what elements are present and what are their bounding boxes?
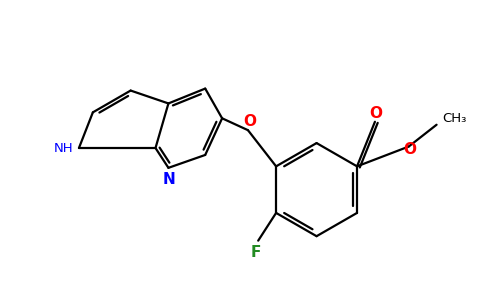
Text: O: O	[369, 106, 382, 121]
Text: O: O	[243, 114, 257, 129]
Text: O: O	[403, 142, 416, 157]
Text: NH: NH	[53, 142, 73, 154]
Text: CH₃: CH₃	[442, 112, 467, 125]
Text: N: N	[163, 172, 176, 187]
Text: F: F	[251, 245, 261, 260]
